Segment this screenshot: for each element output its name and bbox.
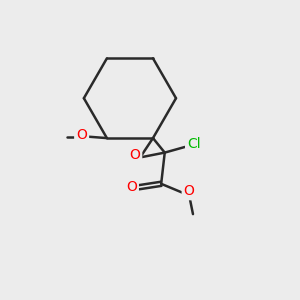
Text: Cl: Cl: [187, 137, 201, 151]
Text: O: O: [126, 180, 137, 194]
Text: O: O: [76, 128, 87, 142]
Text: O: O: [184, 184, 195, 198]
Text: O: O: [129, 148, 140, 162]
